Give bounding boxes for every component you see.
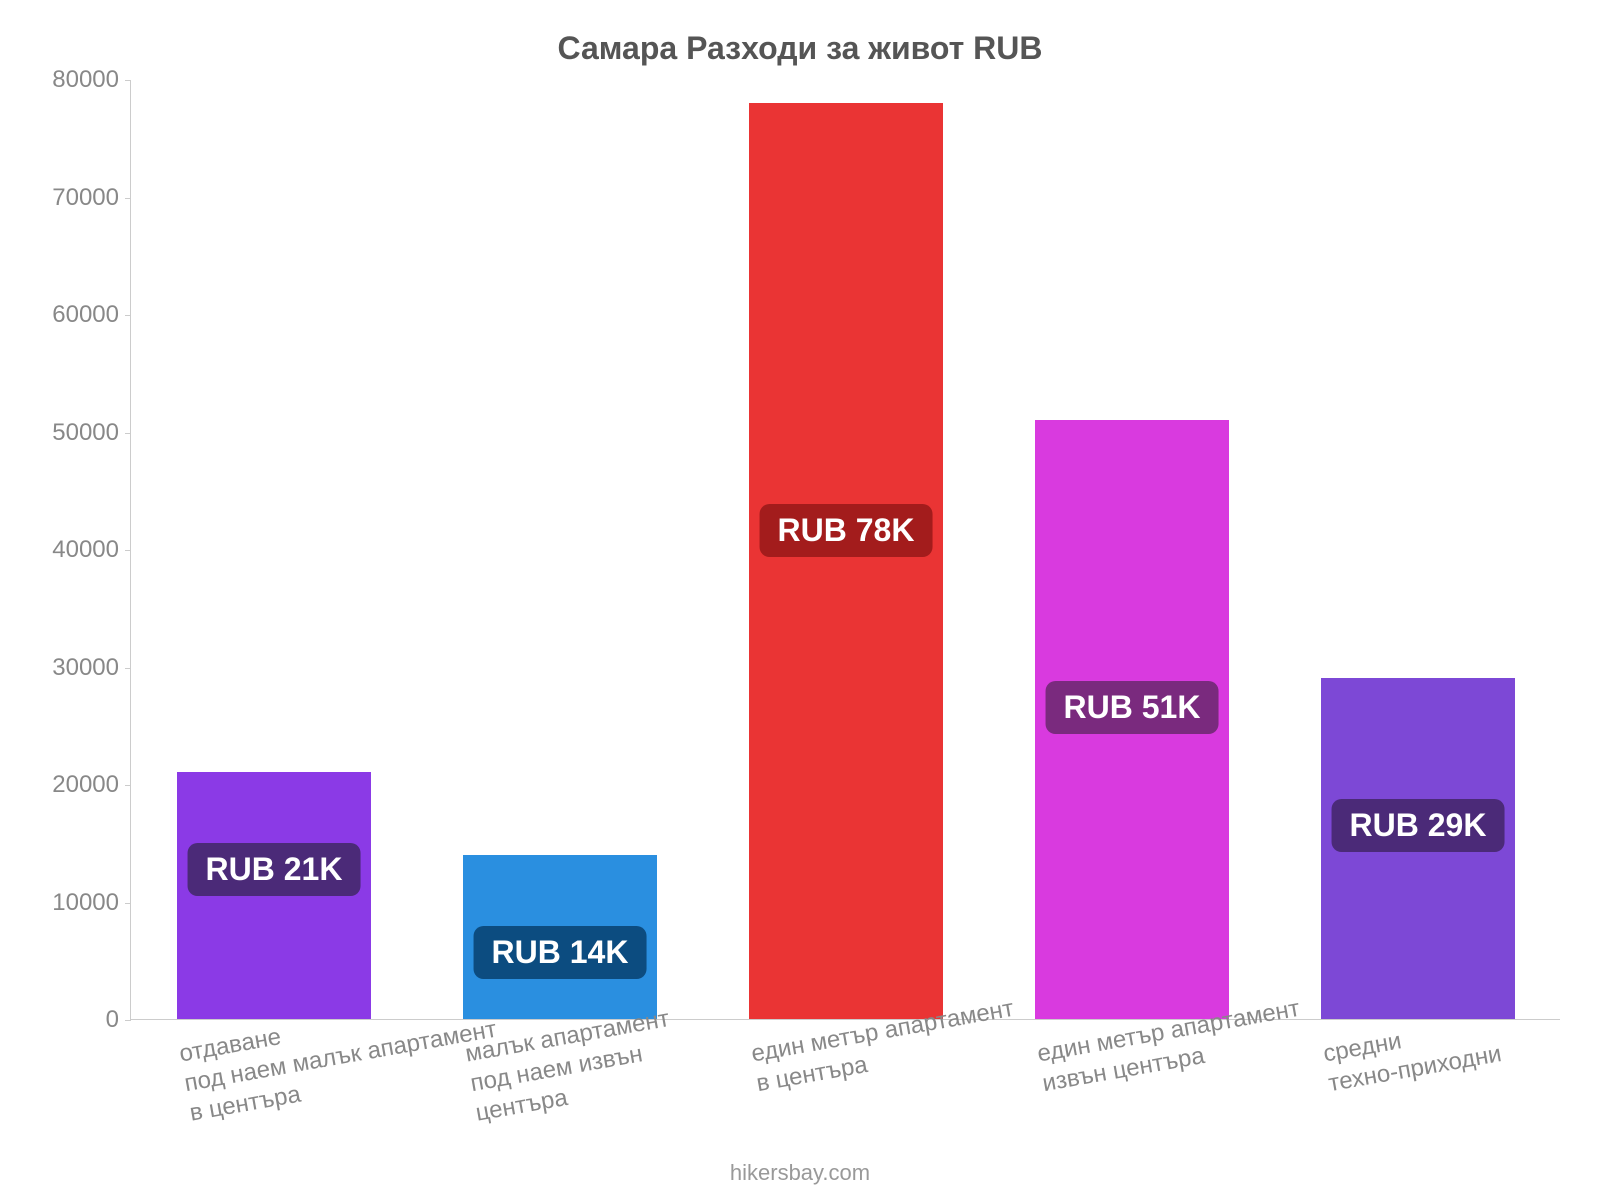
value-badge: RUB 78K — [760, 504, 933, 557]
value-badge: RUB 21K — [188, 843, 361, 896]
y-tick — [125, 785, 131, 786]
y-tick-label: 70000 — [52, 184, 119, 212]
value-badge: RUB 51K — [1046, 681, 1219, 734]
y-tick — [125, 550, 131, 551]
y-tick-label: 40000 — [52, 536, 119, 564]
chart-container: Самара Разходи за живот RUB 010000200003… — [0, 0, 1600, 1200]
y-tick — [125, 433, 131, 434]
value-badge: RUB 29K — [1332, 799, 1505, 852]
y-tick — [125, 198, 131, 199]
plot-area: 0100002000030000400005000060000700008000… — [130, 80, 1560, 1020]
y-tick-label: 50000 — [52, 419, 119, 447]
y-tick-label: 30000 — [52, 654, 119, 682]
chart-title: Самара Разходи за живот RUB — [0, 30, 1600, 67]
y-tick-label: 10000 — [52, 889, 119, 917]
chart-footer: hikersbay.com — [0, 1160, 1600, 1186]
bar — [749, 103, 943, 1020]
y-tick-label: 0 — [106, 1006, 119, 1034]
y-tick — [125, 903, 131, 904]
y-tick-label: 60000 — [52, 301, 119, 329]
y-tick-label: 80000 — [52, 66, 119, 94]
y-tick — [125, 668, 131, 669]
y-tick — [125, 315, 131, 316]
y-tick-label: 20000 — [52, 771, 119, 799]
value-badge: RUB 14K — [474, 926, 647, 979]
y-tick — [125, 80, 131, 81]
y-tick — [125, 1020, 131, 1021]
